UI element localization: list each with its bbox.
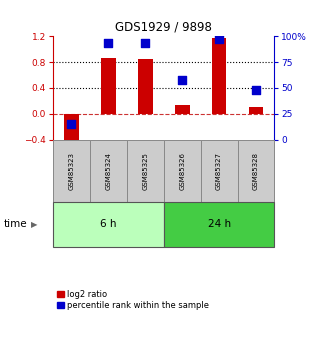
- Bar: [53, 140, 90, 202]
- Text: GSM85326: GSM85326: [179, 152, 185, 190]
- Bar: [201, 140, 238, 202]
- Bar: [90, 140, 127, 202]
- Bar: [64, 114, 79, 146]
- Bar: [164, 140, 201, 202]
- Point: [69, 121, 74, 127]
- Bar: [164, 202, 274, 247]
- Text: GSM85327: GSM85327: [216, 152, 222, 190]
- Text: 6 h: 6 h: [100, 219, 117, 229]
- Bar: [127, 140, 164, 202]
- Legend: log2 ratio, percentile rank within the sample: log2 ratio, percentile rank within the s…: [57, 290, 209, 310]
- Bar: [175, 106, 189, 114]
- Text: GSM85324: GSM85324: [105, 152, 111, 190]
- Bar: [238, 140, 274, 202]
- Text: time: time: [3, 219, 27, 229]
- Point: [106, 41, 111, 46]
- Bar: [53, 202, 164, 247]
- Bar: [101, 58, 116, 114]
- Text: 24 h: 24 h: [207, 219, 231, 229]
- Text: ▶: ▶: [30, 220, 37, 229]
- Title: GDS1929 / 9898: GDS1929 / 9898: [115, 21, 212, 34]
- Bar: [138, 59, 152, 114]
- Bar: [248, 107, 263, 114]
- Text: GSM85325: GSM85325: [142, 152, 148, 190]
- Text: GSM85323: GSM85323: [68, 152, 74, 190]
- Bar: [212, 38, 226, 114]
- Point: [216, 37, 221, 42]
- Point: [253, 87, 258, 93]
- Text: GSM85328: GSM85328: [253, 152, 259, 190]
- Point: [143, 41, 148, 46]
- Point: [179, 77, 185, 82]
